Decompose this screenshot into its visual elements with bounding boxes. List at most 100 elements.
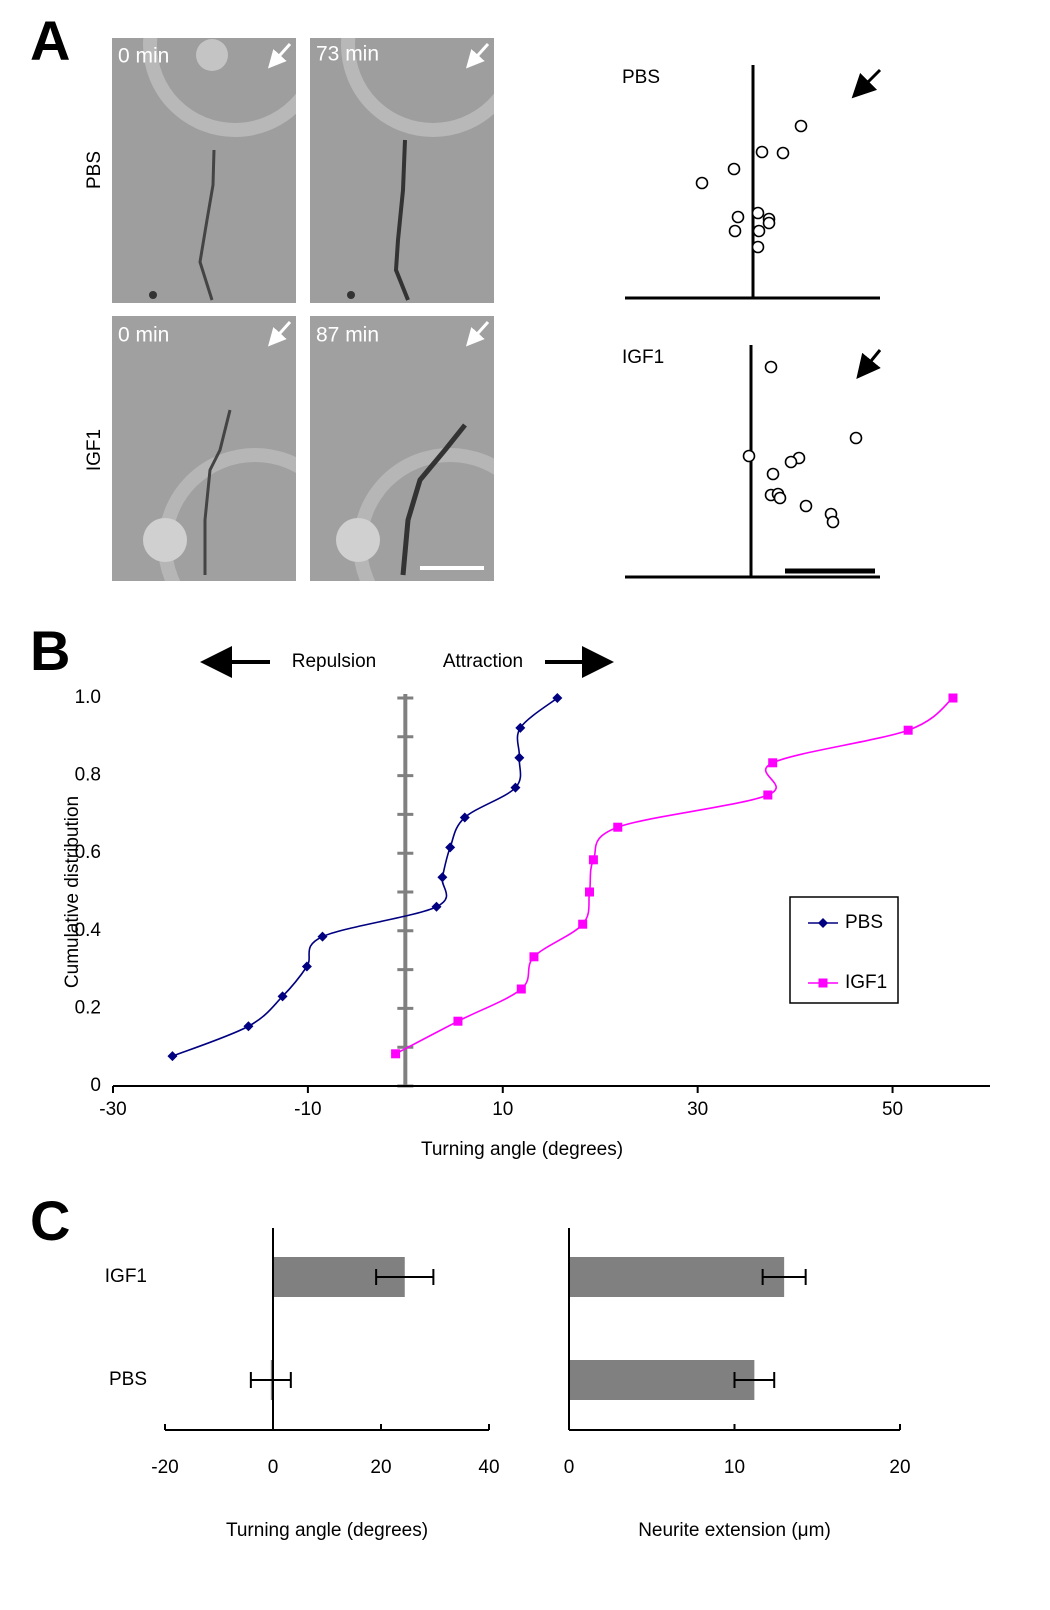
point (516, 984, 526, 994)
point (776, 146, 790, 160)
point (727, 162, 741, 176)
point (763, 790, 773, 800)
x-tick-label: -30 (99, 1099, 126, 1120)
x-tick-label: 50 (882, 1099, 903, 1120)
y-axis-label: Cumulative distribution (62, 796, 83, 988)
row-label: IGF1 (84, 429, 105, 471)
y-tick-label: 0.8 (75, 765, 101, 786)
time-label: 73 min (316, 43, 379, 66)
point (799, 499, 813, 513)
panel-label: B (30, 619, 70, 682)
legend (789, 896, 899, 1004)
x-axis-label: Neurite extension (μm) (638, 1520, 831, 1541)
point (529, 952, 539, 962)
legend-marker (818, 918, 828, 928)
direction-arrow (856, 349, 882, 379)
chart-title: PBS (622, 67, 660, 88)
legend-label: IGF1 (845, 972, 887, 993)
micrograph (310, 316, 494, 581)
x-tick-label: 0 (268, 1457, 279, 1478)
time-label: 0 min (118, 45, 169, 68)
point (243, 1021, 254, 1032)
point (728, 224, 742, 238)
point (277, 991, 288, 1002)
point (391, 1049, 401, 1059)
error-bar (375, 1269, 435, 1285)
point (742, 449, 756, 463)
x-tick-label: 10 (492, 1099, 513, 1120)
point (768, 758, 778, 768)
point (784, 455, 798, 469)
point (773, 491, 787, 505)
point (510, 782, 521, 793)
y-tick-label: 1.0 (75, 687, 101, 708)
error-bar (249, 1372, 292, 1388)
chart-title: IGF1 (622, 347, 664, 368)
y-tick-label: 0.6 (75, 842, 101, 863)
point (459, 812, 470, 823)
point (826, 515, 840, 529)
micrograph (112, 38, 296, 303)
point (515, 722, 526, 733)
error-bar (733, 1372, 776, 1388)
point (585, 887, 595, 897)
annotation: Repulsion (292, 651, 377, 672)
point (849, 431, 863, 445)
point (794, 119, 808, 133)
time-label: 87 min (316, 324, 379, 347)
bar (569, 1257, 785, 1297)
time-label: 0 min (118, 324, 169, 347)
x-tick-label: -10 (294, 1099, 321, 1120)
point (317, 931, 328, 942)
point (751, 206, 765, 220)
bar (569, 1360, 755, 1400)
point (431, 901, 442, 912)
point (766, 467, 780, 481)
micrograph (112, 316, 296, 581)
y-tick-label: 0 (90, 1075, 101, 1096)
point (578, 919, 588, 929)
y-tick-label: 0.2 (75, 997, 101, 1018)
point (167, 1051, 178, 1062)
row-label: PBS (84, 151, 105, 189)
y-tick-label: 0.4 (75, 920, 102, 941)
point (437, 872, 448, 883)
point (903, 725, 913, 735)
panel-label: A (30, 9, 70, 72)
x-tick-label: 40 (478, 1457, 499, 1478)
panel-label: C (30, 1189, 70, 1252)
micrograph (310, 38, 494, 303)
x-tick-label: 30 (687, 1099, 708, 1120)
point (755, 145, 769, 159)
x-tick-label: 20 (370, 1457, 391, 1478)
error-bar (761, 1269, 807, 1285)
legend-label: PBS (845, 912, 883, 933)
point (752, 224, 766, 238)
point (731, 210, 745, 224)
category-label: PBS (109, 1369, 147, 1390)
point (948, 693, 958, 703)
point (762, 216, 776, 230)
x-tick-label: -20 (151, 1457, 178, 1478)
annotation: Attraction (443, 651, 523, 672)
point (453, 1016, 463, 1026)
series-line (395, 697, 954, 1055)
x-axis-label: Turning angle (degrees) (421, 1139, 623, 1160)
point (445, 842, 456, 853)
point (751, 240, 765, 254)
point (552, 693, 563, 703)
point (301, 961, 312, 972)
legend-marker (818, 978, 828, 988)
direction-arrow (851, 68, 882, 99)
category-label: IGF1 (105, 1266, 147, 1287)
point (588, 855, 598, 865)
x-tick-label: 0 (564, 1457, 575, 1478)
point (613, 822, 623, 832)
point (764, 360, 778, 374)
x-axis-label: Turning angle (degrees) (226, 1520, 428, 1541)
point (695, 176, 709, 190)
x-tick-label: 10 (724, 1457, 745, 1478)
point (514, 752, 525, 763)
x-tick-label: 20 (889, 1457, 910, 1478)
